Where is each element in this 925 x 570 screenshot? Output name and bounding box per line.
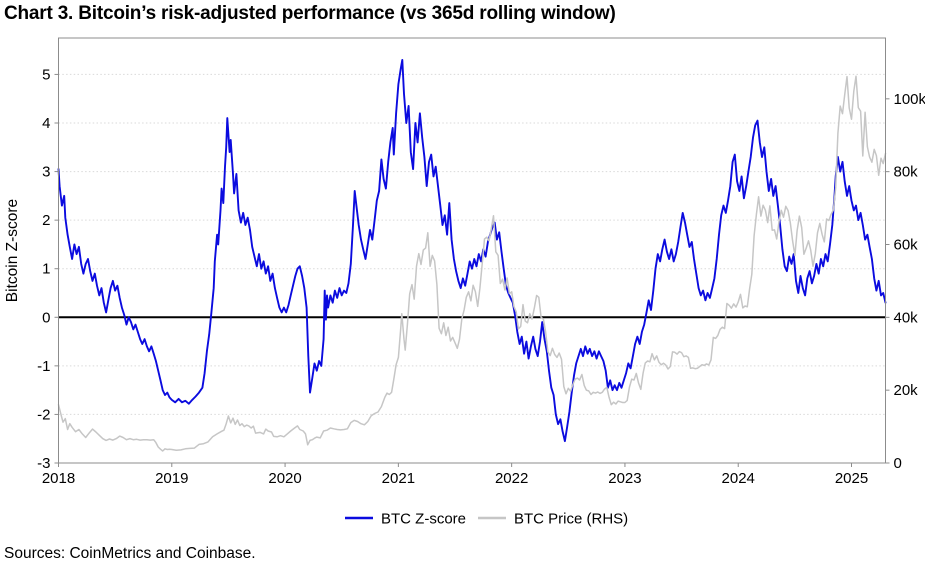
- x-tick-label: 2018: [42, 470, 75, 487]
- left-axis-labels: -3 -2 -1 0 1 2 3 4 5: [37, 66, 59, 472]
- y-left-tick-label: -2: [37, 406, 50, 423]
- y-left-tick-label: 1: [42, 261, 50, 278]
- y-left-tick-label: 2: [42, 212, 50, 229]
- plot-border: [58, 37, 886, 464]
- y-left-tick-label: -1: [37, 358, 50, 375]
- legend-label-zscore: BTC Z-score: [381, 511, 466, 528]
- x-tick-label: 2024: [722, 470, 755, 487]
- y-right-tick-label: 40k: [894, 309, 919, 326]
- y-right-tick-label: 60k: [894, 236, 919, 253]
- y-right-tick-label: 20k: [894, 382, 919, 399]
- y-right-tick-label: 100k: [894, 91, 925, 108]
- x-tick-label: 2019: [155, 470, 188, 487]
- y-axis-title: Bitcoin Z-score: [4, 199, 21, 302]
- y-left-tick-label: 4: [42, 115, 50, 132]
- x-tick-label: 2022: [495, 470, 528, 487]
- right-axis-labels: 0 20k 40k 60k 80k 100k: [885, 91, 925, 472]
- btc-price-line: [57, 75, 887, 452]
- y-left-tick-label: 5: [42, 66, 50, 83]
- btc-zscore-line: [57, 58, 887, 443]
- y-right-tick-label: 80k: [894, 164, 919, 181]
- x-tick-label: 2021: [382, 470, 415, 487]
- legend-label-price: BTC Price (RHS): [514, 511, 628, 528]
- y-left-tick-label: 3: [42, 164, 50, 181]
- legend: BTC Z-score BTC Price (RHS): [345, 511, 628, 528]
- y-right-tick-label: 0: [894, 455, 902, 472]
- x-tick-label: 2025: [835, 470, 868, 487]
- chart-title: Chart 3. Bitcoin’s risk-adjusted perform…: [4, 3, 616, 24]
- y-left-tick-label: 0: [42, 309, 50, 326]
- x-tick-label: 2023: [608, 470, 641, 487]
- x-tick-label: 2020: [268, 470, 301, 487]
- y-left-tick-label: -3: [37, 455, 50, 472]
- source-note: Sources: CoinMetrics and Coinbase.: [4, 545, 256, 562]
- x-axis-labels: 2018 2019 2020 2021 2022 2023 2024 2025: [42, 463, 868, 487]
